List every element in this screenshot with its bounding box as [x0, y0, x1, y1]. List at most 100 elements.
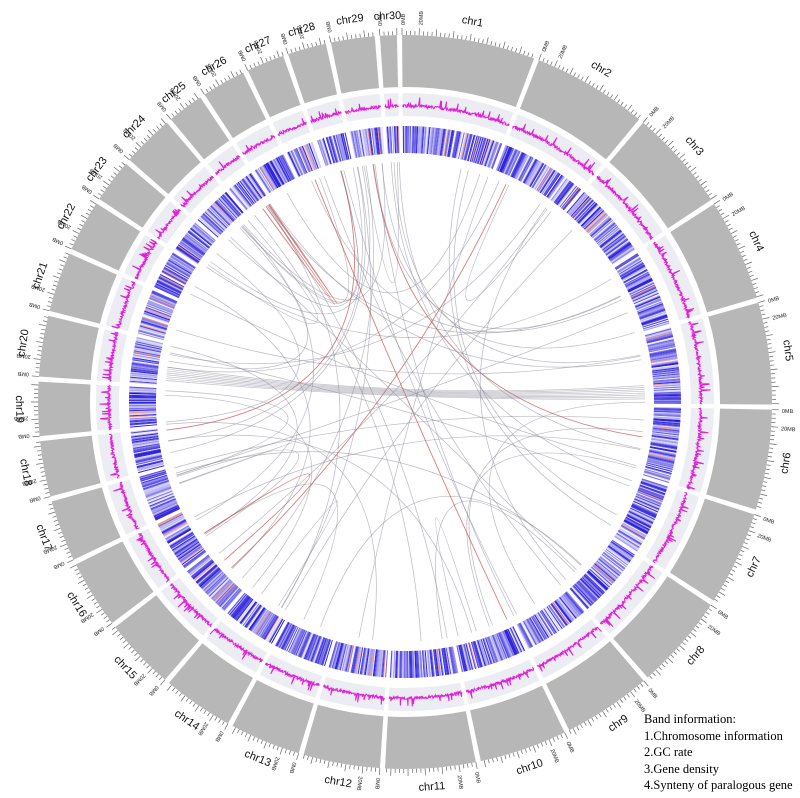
gc-line-chr6 — [685, 407, 709, 490]
density-band — [547, 605, 564, 629]
density-band — [176, 541, 200, 558]
tick-mark — [209, 86, 213, 91]
density-band — [590, 218, 612, 238]
density-band — [648, 455, 675, 463]
density-band — [186, 232, 209, 251]
tick-mark — [106, 619, 110, 623]
tick-mark — [188, 100, 192, 104]
density-band — [142, 315, 169, 325]
tick-mark — [323, 760, 326, 765]
density-band — [245, 605, 263, 629]
density-band — [157, 278, 183, 292]
density-band — [449, 130, 456, 158]
density-band — [129, 423, 157, 427]
density-band — [135, 456, 163, 464]
density-band — [184, 235, 207, 253]
density-band — [592, 565, 614, 584]
density-band — [193, 223, 216, 242]
density-band — [467, 134, 475, 162]
legend-title: Band information: — [644, 712, 736, 726]
tick-mark — [532, 745, 537, 753]
density-band — [636, 301, 663, 313]
tick-mark — [634, 112, 638, 116]
density-band — [556, 598, 575, 621]
density-band — [149, 296, 176, 308]
density-band — [129, 391, 157, 394]
density-band — [237, 600, 255, 623]
tick-mark — [745, 538, 750, 541]
density-band — [137, 332, 165, 341]
density-band — [441, 648, 447, 676]
tick-mark — [302, 754, 305, 759]
density-band — [432, 127, 437, 155]
tick-label: 0MB — [18, 432, 30, 439]
tick-mark — [606, 92, 610, 96]
tick-mark — [53, 519, 58, 522]
synteny-link — [165, 253, 300, 423]
density-band — [533, 614, 549, 639]
density-band — [621, 524, 646, 539]
synteny-link — [390, 162, 632, 482]
tick-mark — [748, 270, 753, 273]
density-band — [405, 650, 407, 678]
tick-mark — [284, 749, 287, 754]
chromosome-chr21 — [49, 253, 117, 324]
tick-mark — [610, 94, 613, 99]
density-band — [135, 342, 162, 349]
chromosome-chr27 — [247, 55, 301, 118]
density-band — [584, 573, 606, 593]
density-band — [136, 457, 163, 466]
tick-mark — [147, 667, 153, 674]
density-band — [134, 346, 162, 353]
density-band — [530, 616, 546, 641]
density-band — [504, 148, 517, 175]
density-band — [347, 645, 355, 673]
gc-line-chr16 — [136, 532, 170, 583]
density-band — [550, 178, 568, 201]
chromosome-label-chr23: chr23 — [84, 155, 110, 184]
tick-mark — [676, 648, 680, 652]
density-band — [460, 133, 468, 160]
density-band — [144, 484, 171, 495]
density-band — [628, 511, 653, 525]
density-band — [558, 184, 577, 207]
tick-mark — [355, 34, 357, 39]
tick-label: 0MB — [238, 49, 248, 62]
density-band — [132, 438, 159, 444]
tick-mark — [609, 706, 613, 711]
density-band — [338, 133, 347, 161]
tick-mark — [63, 256, 68, 259]
density-band — [286, 152, 300, 178]
tick-mark — [294, 47, 297, 52]
density-band — [133, 447, 161, 454]
density-band — [510, 627, 524, 652]
density-band — [603, 234, 626, 253]
density-band — [524, 159, 539, 184]
chromosome-chr3 — [609, 122, 712, 229]
density-band — [134, 452, 162, 460]
tick-mark — [729, 573, 734, 576]
density-band — [616, 256, 641, 272]
tick-mark — [247, 734, 252, 742]
density-band — [483, 140, 494, 167]
density-band — [649, 447, 677, 455]
density-band — [146, 303, 173, 315]
chromosome-chr2 — [519, 60, 640, 160]
tick-mark — [288, 750, 291, 755]
tick-mark — [698, 622, 702, 626]
density-band — [549, 177, 566, 200]
density-band — [357, 647, 364, 675]
density-band — [404, 126, 407, 154]
density-band — [163, 266, 189, 281]
density-band — [129, 378, 157, 382]
tick-mark — [57, 272, 62, 275]
gc-line-chr7 — [652, 492, 689, 564]
density-band — [506, 628, 519, 655]
density-band — [344, 644, 352, 672]
density-band — [617, 257, 641, 273]
density-band — [479, 639, 489, 666]
density-band — [429, 127, 434, 155]
density-band — [651, 362, 679, 368]
density-band — [571, 196, 591, 218]
density-band — [626, 276, 652, 290]
